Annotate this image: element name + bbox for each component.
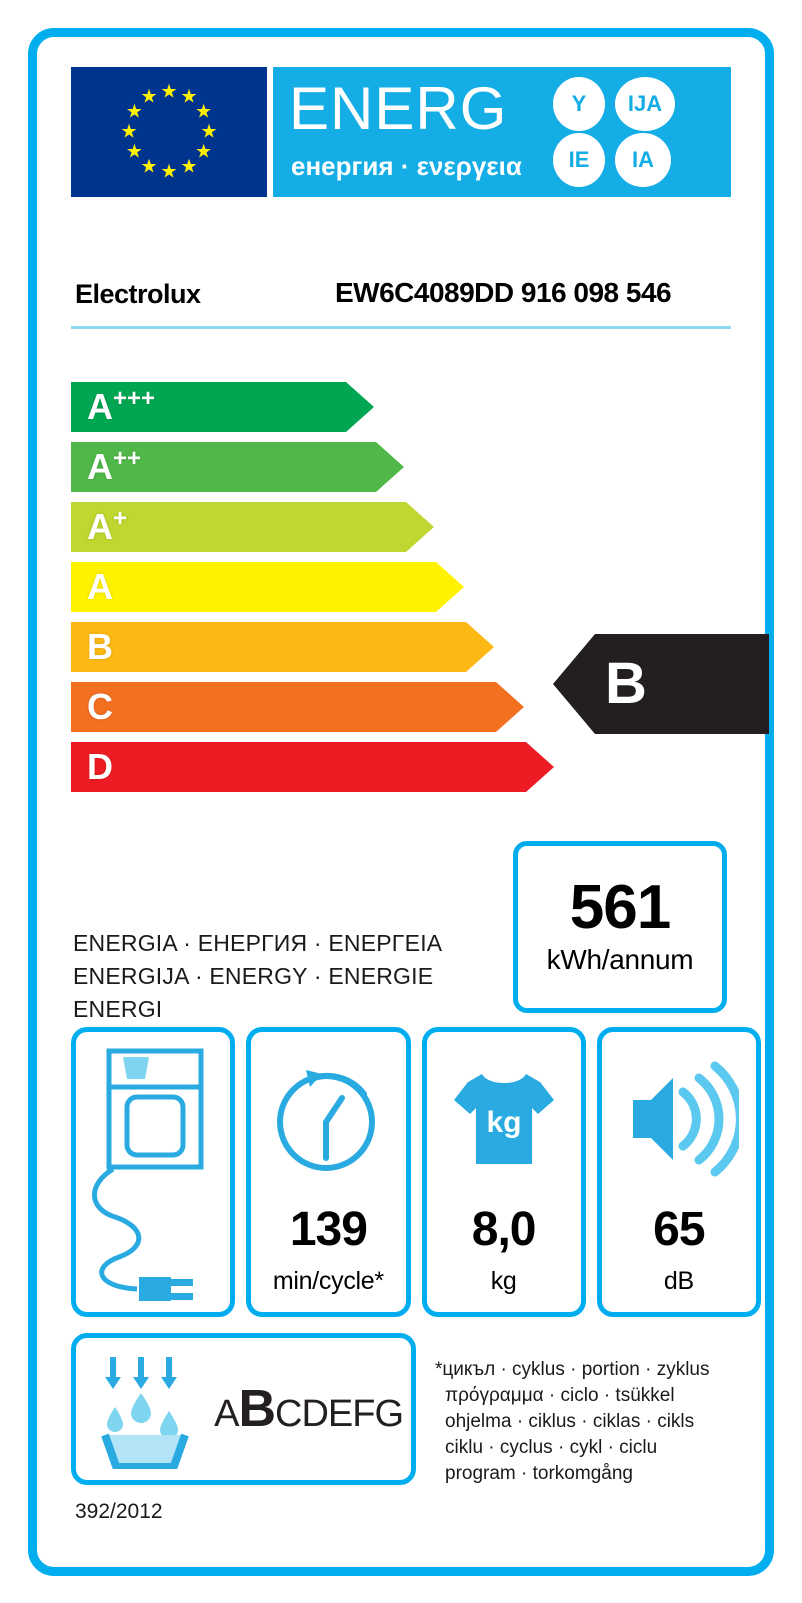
lang-circle-ija: IJA xyxy=(615,77,675,131)
condensation-suffix: CDEFG xyxy=(275,1393,404,1435)
speaker-noise-icon xyxy=(602,1038,756,1200)
energy-class-bar-body: A+ xyxy=(71,502,406,552)
noise-value: 65 xyxy=(653,1203,705,1256)
energy-class-bar-label: A+++ xyxy=(87,385,156,427)
energy-class-bar-label: D xyxy=(87,746,113,787)
energy-class-bar: C xyxy=(71,682,524,732)
energy-class-scale: B A+++ A++ A+ A B C D xyxy=(71,382,769,802)
label-header: ENERG енергия · ενεργεια Y IJA IE IA xyxy=(71,67,731,197)
energy-class-bar-tip xyxy=(526,742,554,792)
energy-class-bar: D xyxy=(71,742,554,792)
energia-line: ENERGIA · ЕНЕРГИЯ · ΕΝΕΡΓΕΙΑ xyxy=(73,930,443,956)
condensation-rating: B xyxy=(238,1380,276,1438)
rating-arrow-body: B xyxy=(595,634,769,734)
energy-class-bar-body: D xyxy=(71,742,526,792)
metric-box-dryer-power xyxy=(71,1027,236,1317)
energy-class-bar: A+++ xyxy=(71,382,374,432)
capacity-value: 8,0 xyxy=(471,1203,537,1256)
cycle-time-unit: min/cycle* xyxy=(272,1267,384,1295)
footnote-line: ciklu · cyclus · cykl · ciclu xyxy=(445,1437,658,1458)
metric-box-cycle-time: 139 min/cycle* xyxy=(246,1027,411,1317)
lang-circle-ia: IA xyxy=(615,133,671,187)
language-circles: Y IJA IE IA xyxy=(545,75,725,189)
energ-wordmark: ENERG xyxy=(289,75,508,142)
footnote-line: program · torkomgång xyxy=(445,1463,633,1484)
tshirt-kg-icon: kg xyxy=(427,1038,581,1200)
energy-class-bar: A++ xyxy=(71,442,404,492)
energia-line: ENERGIJA · ENERGY · ENERGIE xyxy=(73,963,434,989)
energ-banner: ENERG енергия · ενεργεια Y IJA IE IA xyxy=(273,67,731,197)
footnote-line: *цикъл · cyklus · portion · zyklus xyxy=(435,1359,710,1380)
noise-unit: dB xyxy=(663,1267,694,1295)
condensation-prefix: A xyxy=(214,1393,239,1435)
clock-icon xyxy=(251,1038,405,1200)
water-drops-basin-icon xyxy=(76,1338,214,1480)
energy-class-bar-body: A++ xyxy=(71,442,376,492)
energy-class-bar-body: B xyxy=(71,622,466,672)
energy-class-rating-arrow: B xyxy=(553,634,769,734)
svg-text:kg: kg xyxy=(486,1106,521,1139)
brand-name: Electrolux xyxy=(75,279,201,309)
eu-flag xyxy=(71,67,267,197)
model-identifier: EW6C4089DD 916 098 546 xyxy=(335,277,672,308)
cycle-footnote: *цикъл · cyklus · portion · zyklus πρόγρα… xyxy=(435,1357,735,1487)
energy-class-bar-label: B xyxy=(87,626,113,667)
energy-class-bar-tip xyxy=(466,622,494,672)
rating-arrow-tip xyxy=(553,634,595,734)
lang-circle-y: Y xyxy=(553,77,605,131)
energy-class-bar-tip xyxy=(496,682,524,732)
condensation-efficiency-box: ABCDEFG xyxy=(71,1333,416,1485)
annual-consumption-value: 561 xyxy=(569,873,671,942)
metric-box-capacity: kg 8,0 kg xyxy=(421,1027,586,1317)
tumble-dryer-plug-icon xyxy=(76,1032,230,1312)
metric-box-noise: 65 dB xyxy=(596,1027,761,1317)
energy-label-card: ENERG енергия · ενεργεια Y IJA IE IA Ele… xyxy=(28,28,774,1576)
energy-class-bar: A+ xyxy=(71,502,434,552)
cycle-time-value: 139 xyxy=(289,1203,368,1256)
energy-class-bar-label: C xyxy=(87,686,113,727)
capacity-unit: kg xyxy=(490,1267,517,1295)
condensation-class-letters: ABCDEFG xyxy=(214,1379,411,1439)
annual-consumption-box: 561 kWh/annum xyxy=(513,841,727,1013)
footnote-line: ohjelma · ciklus · ciklas · cikls xyxy=(445,1411,695,1432)
lang-circle-ie: IE xyxy=(553,133,605,187)
annual-consumption-unit: kWh/annum xyxy=(546,944,694,975)
energy-class-bar-label: A xyxy=(87,566,113,607)
metrics-row: 139 min/cycle* kg 8,0 kg xyxy=(71,1027,761,1317)
energy-class-bar-body: A+++ xyxy=(71,382,346,432)
energ-subtitle: енергия · ενεργεια xyxy=(291,151,522,181)
energia-multilang-text: ENERGIA · ЕНЕРГИЯ · ΕΝΕΡΓΕΙΑ ENERGIJA · E… xyxy=(73,927,503,1026)
energy-class-bar-label: A+ xyxy=(87,505,128,547)
energy-class-bar: B xyxy=(71,622,494,672)
energy-class-bar-tip xyxy=(376,442,404,492)
energy-class-bar-body: C xyxy=(71,682,496,732)
footnote-line: πρόγραμμα · ciclo · tsükkel xyxy=(445,1385,675,1406)
rating-letter: B xyxy=(605,651,647,716)
energy-class-bar-body: A xyxy=(71,562,436,612)
energy-class-bar: A xyxy=(71,562,464,612)
energia-line: ENERGI xyxy=(73,996,163,1022)
regulation-number: 392/2012 xyxy=(75,1500,163,1523)
footnote-asterisk: * xyxy=(435,1359,443,1380)
energy-class-bar-tip xyxy=(346,382,374,432)
brand-model-row: Electrolux EW6C4089DD 916 098 546 xyxy=(71,273,731,329)
energy-class-bar-label: A++ xyxy=(87,445,142,487)
energy-class-bar-tip xyxy=(406,502,434,552)
energy-class-bar-tip xyxy=(436,562,464,612)
